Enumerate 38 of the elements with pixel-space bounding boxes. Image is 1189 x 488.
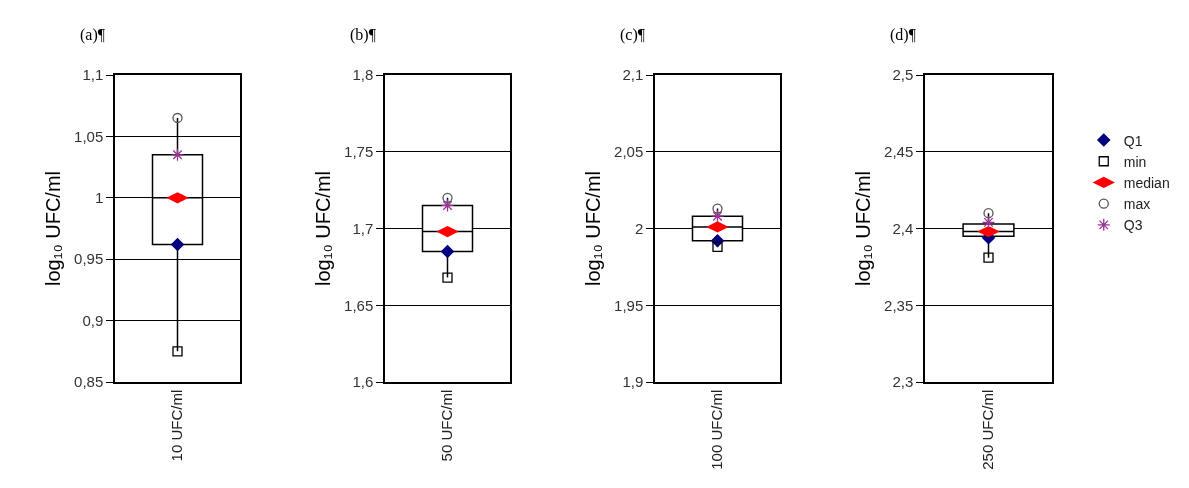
y-tick-label: 2 (634, 219, 644, 237)
y-tick-label: 2,35 (884, 296, 914, 314)
chart-title: (a)¶ (80, 26, 106, 45)
chart-title: (d)¶ (890, 26, 917, 45)
chart-title: (c)¶ (620, 26, 646, 45)
y-axis-title: log₁₀ UFC/ml (42, 170, 65, 287)
y-axis-title: log₁₀ UFC/ml (312, 170, 335, 287)
y-tick-label: 2,3 (892, 373, 914, 391)
y-tick-label: 1,7 (352, 219, 374, 237)
y-tick-label: 1,95 (614, 296, 644, 314)
x-tick-label: 10 UFC/ml (168, 389, 186, 462)
y-axis-title: log₁₀ UFC/ml (852, 170, 875, 287)
legend-label: max (1123, 196, 1151, 213)
y-tick-label: 2,1 (622, 66, 644, 84)
y-tick-label: 1,1 (82, 66, 104, 84)
y-tick-label: 2,45 (884, 143, 914, 160)
y-tick-label: 2,5 (892, 66, 914, 84)
y-tick-label: 0,85 (74, 373, 104, 391)
legend-label: min (1123, 153, 1147, 170)
y-tick-label: 2,4 (892, 219, 914, 237)
x-tick-label: 100 UFC/ml (708, 389, 726, 470)
chart-title: (b)¶ (350, 26, 377, 45)
y-tick-label: 0,95 (74, 250, 104, 268)
y-tick-label: 1,75 (344, 143, 374, 160)
legend-label: median (1123, 174, 1170, 191)
x-tick-label: 50 UFC/ml (438, 389, 456, 462)
y-tick-label: 1,05 (74, 127, 104, 145)
x-tick-label: 250 UFC/ml (979, 389, 997, 470)
y-axis-title: log₁₀ UFC/ml (582, 170, 605, 287)
y-tick-label: 0,9 (82, 311, 104, 329)
legend-label: Q1 (1123, 132, 1143, 149)
y-tick-label: 1,8 (352, 66, 374, 84)
y-tick-label: 2,05 (614, 143, 644, 160)
y-tick-label: 1,65 (344, 296, 374, 314)
y-tick-label: 1,9 (622, 373, 644, 391)
y-tick-label: 1,6 (352, 373, 374, 391)
y-tick-label: 1 (94, 189, 104, 207)
legend-label: Q3 (1123, 217, 1143, 234)
